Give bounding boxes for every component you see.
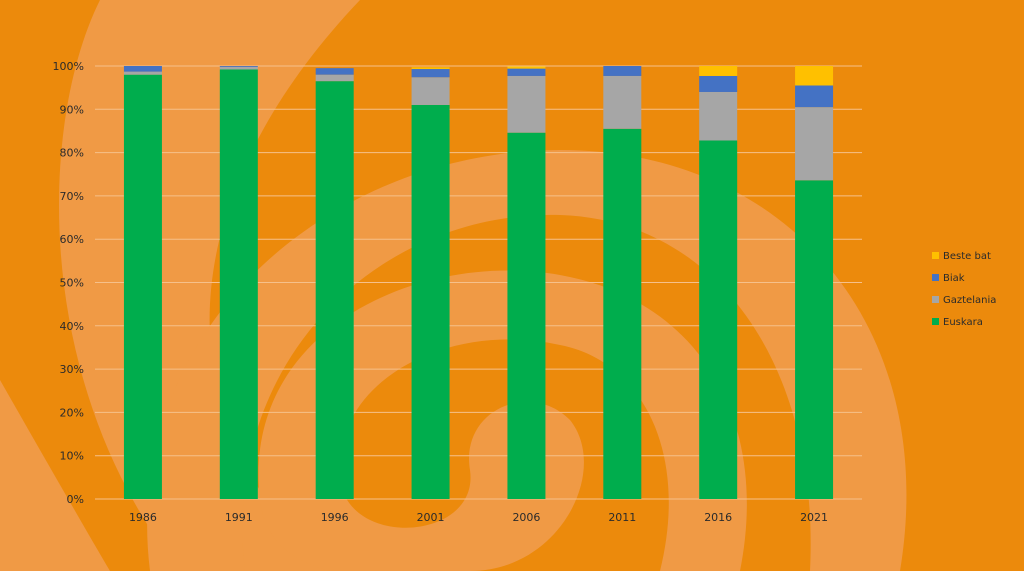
bars [123, 66, 834, 500]
bar-segment-gaztelania [123, 71, 162, 75]
bar-segment-gaztelania [603, 75, 642, 129]
bar-segment-gaztelania [507, 75, 546, 133]
bar-segment-biak [699, 75, 738, 92]
bar-segment-beste-bat [699, 66, 738, 76]
x-tick-label: 2006 [512, 511, 540, 524]
y-tick-label: 50% [60, 277, 84, 290]
x-tick-label: 1986 [129, 511, 157, 524]
y-tick-label: 100% [53, 60, 84, 73]
legend-label: Beste bat [943, 251, 991, 262]
gridlines [95, 65, 862, 500]
y-tick-label: 80% [60, 147, 84, 160]
bar-segment-euskara [507, 132, 546, 499]
x-axis: 1986 1991 1996 2001 2006 2011 2016 2021 [129, 511, 828, 524]
bar-segment-gaztelania [699, 91, 738, 141]
x-tick-label: 1991 [225, 511, 253, 524]
bar-segment-biak [603, 66, 642, 76]
bar-segment-euskara [603, 128, 642, 499]
y-tick-label: 0% [67, 493, 84, 506]
bar-segment-beste-bat [507, 66, 546, 69]
x-tick-label: 1996 [321, 511, 349, 524]
bar-segment-gaztelania [411, 77, 450, 105]
x-tick-label: 2021 [800, 511, 828, 524]
bar-segment-gaztelania [219, 66, 258, 70]
swirl-bottom-left [0, 380, 110, 571]
y-tick-label: 60% [60, 233, 84, 246]
bar-segment-euskara [315, 81, 354, 499]
bar-segment-euskara [411, 104, 450, 499]
bar-segment-biak [795, 85, 834, 108]
legend: Beste bat Biak Gaztelania Euskara [932, 251, 996, 328]
bar-segment-euskara [795, 180, 834, 499]
bar-segment-beste-bat [411, 67, 450, 70]
y-axis: 0% 10% 20% 30% 40% 50% 60% 70% 80% 90% 100% [53, 60, 84, 506]
x-tick-label: 2016 [704, 511, 732, 524]
y-tick-label: 70% [60, 190, 84, 203]
bar-segment-biak [123, 66, 162, 72]
legend-label: Biak [943, 273, 965, 284]
bar-segment-biak [219, 66, 258, 67]
legend-swatch [932, 318, 939, 325]
legend-swatch [932, 274, 939, 281]
legend-label: Euskara [943, 317, 983, 328]
y-tick-label: 40% [60, 320, 84, 333]
bar-segment-beste-bat [795, 66, 834, 86]
legend-swatch [932, 252, 939, 259]
y-tick-label: 10% [60, 450, 84, 463]
bar-segment-biak [507, 68, 546, 76]
bar-segment-euskara [219, 69, 258, 500]
bar-segment-euskara [123, 74, 162, 499]
bar-segment-biak [411, 69, 450, 78]
bar-segment-gaztelania [795, 107, 834, 181]
legend-swatch [932, 296, 939, 303]
y-tick-label: 30% [60, 363, 84, 376]
x-tick-label: 2011 [608, 511, 636, 524]
bar-segment-gaztelania [315, 74, 354, 82]
bar-segment-biak [315, 68, 354, 75]
y-tick-label: 20% [60, 406, 84, 419]
bar-segment-euskara [699, 140, 738, 499]
legend-label: Gaztelania [943, 295, 996, 306]
x-tick-label: 2001 [417, 511, 445, 524]
y-tick-label: 90% [60, 103, 84, 116]
